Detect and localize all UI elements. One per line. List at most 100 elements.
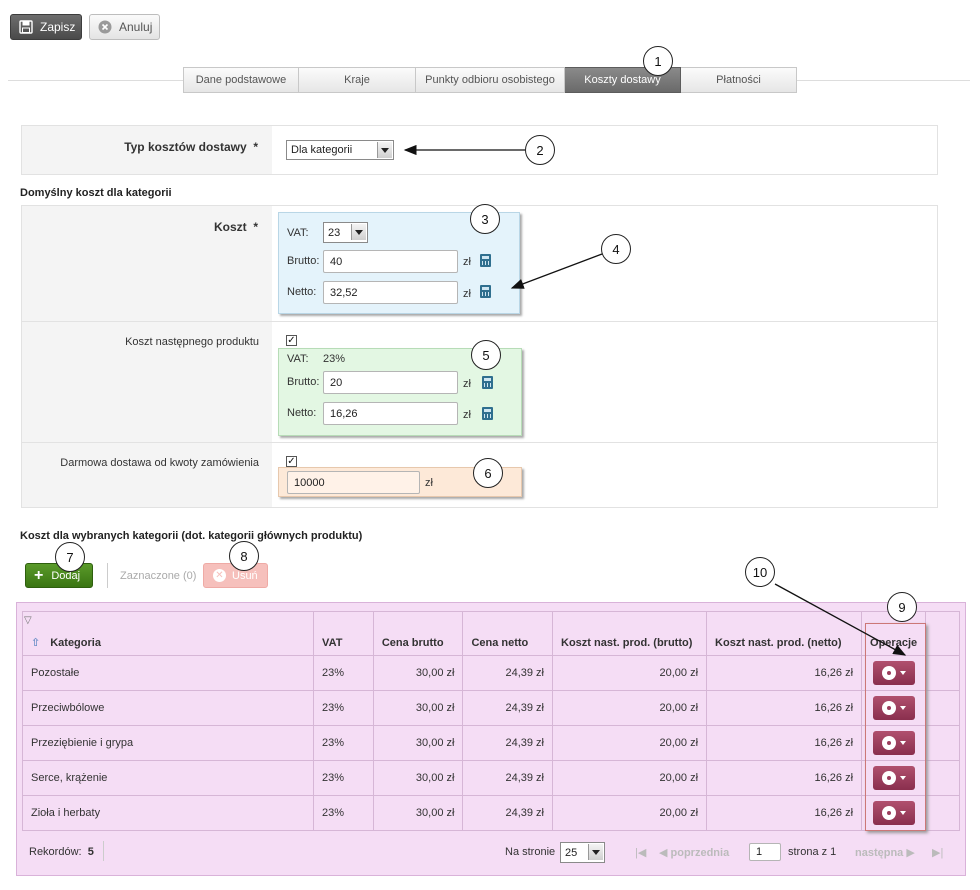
free-delivery-label: Darmowa dostawa od kwoty zamówienia bbox=[60, 457, 259, 469]
table-row[interactable]: Przeciwbólowe 23% 30,00 zł 24,39 zł 20,0… bbox=[21, 690, 960, 726]
gear-icon bbox=[881, 806, 896, 820]
vat-label: VAT: bbox=[287, 227, 309, 239]
prev-page-button[interactable]: ◀ poprzednia bbox=[659, 847, 730, 859]
callout-1: 1 bbox=[643, 46, 673, 76]
caret-down-icon bbox=[899, 671, 906, 675]
currency-label: zł bbox=[425, 477, 433, 489]
next-product-checkbox[interactable]: ✓ bbox=[286, 335, 297, 346]
free-delivery-checkbox[interactable]: ✓ bbox=[286, 456, 297, 467]
tab-payments[interactable]: Płatności bbox=[681, 67, 797, 93]
tab-label: Dane podstawowe bbox=[195, 74, 287, 86]
cell-gross: 30,00 zł bbox=[372, 725, 464, 761]
save-button[interactable]: Zapisz bbox=[10, 14, 82, 40]
cost-label: Koszt * bbox=[213, 220, 258, 234]
table-row[interactable]: Przeziębienie i grypa 23% 30,00 zł 24,39… bbox=[21, 725, 960, 761]
cell-category: Serce, krążenie bbox=[21, 760, 315, 796]
col-vat[interactable]: VAT bbox=[313, 611, 374, 656]
currency-label: zł bbox=[463, 378, 471, 390]
first-page-icon[interactable]: |◀ bbox=[635, 847, 647, 859]
default-cost-title: Domyślny koszt dla kategorii bbox=[20, 187, 172, 199]
calculator-icon[interactable] bbox=[482, 407, 493, 420]
cell-next-gross: 20,00 zł bbox=[551, 725, 708, 761]
currency-label: zł bbox=[463, 288, 471, 300]
cell-spacer bbox=[925, 725, 960, 761]
operations-button[interactable] bbox=[872, 661, 915, 685]
operations-button[interactable] bbox=[872, 696, 915, 720]
operations-button[interactable] bbox=[872, 766, 915, 790]
cell-net: 24,39 zł bbox=[462, 725, 553, 761]
last-page-icon[interactable]: ▶| bbox=[932, 847, 944, 859]
label-column: Koszt * Koszt następnego produktu Darmow… bbox=[22, 206, 272, 507]
currency-label: zł bbox=[463, 256, 471, 268]
caret-down-icon bbox=[899, 811, 906, 815]
delivery-type-value: Dla kategorii bbox=[291, 144, 353, 156]
cell-next-gross: 20,00 zł bbox=[551, 690, 708, 726]
vat-select[interactable]: 23 bbox=[323, 222, 368, 243]
chevron-down-icon bbox=[377, 142, 392, 158]
next-vat-label: VAT: bbox=[287, 353, 309, 365]
tab-countries[interactable]: Kraje bbox=[299, 67, 416, 93]
table-row[interactable]: Serce, krążenie 23% 30,00 zł 24,39 zł 20… bbox=[21, 760, 960, 796]
marked-count: Zaznaczone (0) bbox=[120, 570, 197, 582]
cell-spacer bbox=[925, 795, 960, 831]
cell-operations bbox=[861, 725, 927, 761]
gear-icon bbox=[881, 666, 896, 680]
cell-operations bbox=[861, 690, 927, 726]
cell-next-gross: 20,00 zł bbox=[551, 655, 708, 691]
categories-table: ⇧ Kategoria VAT Cena brutto Cena netto Ko… bbox=[21, 611, 960, 831]
cell-next-gross: 20,00 zł bbox=[551, 760, 708, 796]
netto-label: Netto: bbox=[287, 286, 317, 298]
calculator-icon[interactable] bbox=[482, 376, 493, 389]
cell-net: 24,39 zł bbox=[462, 795, 553, 831]
label-column: Typ kosztów dostawy * bbox=[22, 126, 272, 174]
caret-down-icon bbox=[899, 776, 906, 780]
gear-icon bbox=[881, 771, 896, 785]
col-net[interactable]: Cena netto bbox=[462, 611, 553, 656]
operations-button[interactable] bbox=[872, 801, 915, 825]
floppy-disk-icon bbox=[19, 20, 33, 34]
cell-vat: 23% bbox=[313, 690, 374, 726]
caret-down-icon bbox=[899, 706, 906, 710]
netto-input[interactable]: 32,52 bbox=[323, 281, 458, 304]
cell-vat: 23% bbox=[313, 795, 374, 831]
col-gross[interactable]: Cena brutto bbox=[372, 611, 464, 656]
brutto-input[interactable]: 40 bbox=[323, 250, 458, 273]
next-brutto-label: Brutto: bbox=[287, 376, 320, 388]
cancel-button[interactable]: Anuluj bbox=[89, 14, 160, 40]
next-page-button[interactable]: następna ▶ bbox=[855, 847, 915, 859]
free-delivery-input[interactable]: 10000 bbox=[287, 471, 420, 494]
tab-bar: Dane podstawowe Kraje Punkty odbioru oso… bbox=[183, 67, 797, 93]
callout-8: 8 bbox=[229, 541, 259, 571]
operations-button[interactable] bbox=[872, 731, 915, 755]
next-brutto-input[interactable]: 20 bbox=[323, 371, 458, 394]
page-input[interactable]: 1 bbox=[749, 843, 781, 861]
per-page-select[interactable]: 25 bbox=[560, 842, 605, 863]
next-netto-label: Netto: bbox=[287, 407, 317, 419]
currency-label: zł bbox=[463, 409, 471, 421]
callout-6: 6 bbox=[473, 458, 503, 488]
tab-label: Kraje bbox=[344, 74, 370, 86]
calculator-icon[interactable] bbox=[480, 254, 491, 267]
next-product-label: Koszt następnego produktu bbox=[125, 336, 259, 348]
save-label: Zapisz bbox=[40, 20, 76, 34]
tab-label: Punkty odbioru osobistego bbox=[425, 74, 555, 86]
sort-up-icon: ⇧ bbox=[31, 637, 41, 649]
cell-category: Zioła i herbaty bbox=[21, 795, 315, 831]
col-category[interactable]: ⇧ Kategoria bbox=[21, 611, 315, 656]
table-row[interactable]: Zioła i herbaty 23% 30,00 zł 24,39 zł 20… bbox=[21, 795, 960, 831]
next-netto-input[interactable]: 16,26 bbox=[323, 402, 458, 425]
tab-basic-data[interactable]: Dane podstawowe bbox=[183, 67, 299, 93]
categories-grid: ▽ ⇧ Kategoria VAT Cena brutto Cena netto … bbox=[16, 602, 966, 876]
calculator-icon[interactable] bbox=[480, 285, 491, 298]
table-header-row: ⇧ Kategoria VAT Cena brutto Cena netto Ko… bbox=[21, 611, 960, 656]
delivery-type-select[interactable]: Dla kategorii bbox=[286, 140, 394, 160]
tab-pickup-points[interactable]: Punkty odbioru osobistego bbox=[416, 67, 565, 93]
tab-label: Koszty dostawy bbox=[584, 74, 661, 86]
row-divider bbox=[22, 321, 937, 322]
cell-gross: 30,00 zł bbox=[372, 690, 464, 726]
tab-delivery-costs[interactable]: Koszty dostawy bbox=[565, 67, 681, 93]
records-count: Rekordów: 5 bbox=[29, 846, 94, 858]
delivery-type-label: Typ kosztów dostawy * bbox=[124, 140, 258, 154]
toolbar-divider bbox=[107, 563, 108, 588]
cell-next-net: 16,26 zł bbox=[706, 795, 863, 831]
